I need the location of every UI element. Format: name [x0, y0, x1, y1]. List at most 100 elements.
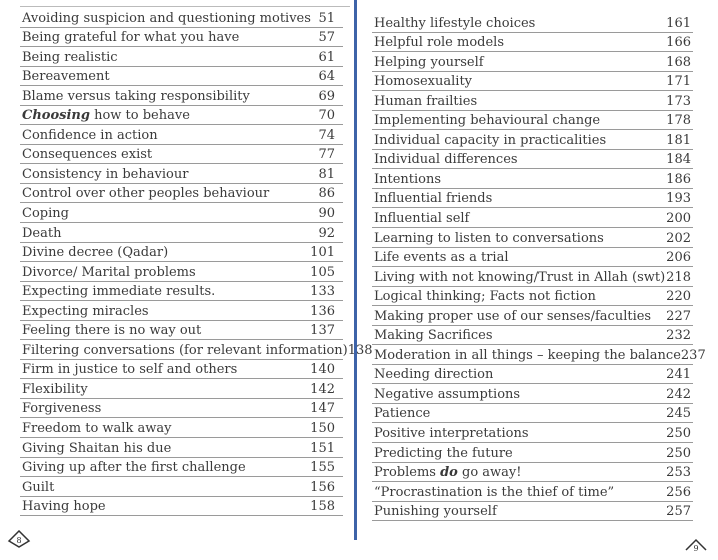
entry-label: Consequences exist: [22, 146, 152, 163]
entry-label: Freedom to walk away: [22, 420, 171, 437]
entry-page-number: 220: [666, 289, 691, 305]
entry-label: Helping yourself: [374, 54, 484, 71]
entry-label-pre: Influential friends: [374, 191, 493, 207]
entry-page-number: 200: [666, 211, 691, 227]
entry-label-pre: Expecting immediate results.: [22, 284, 216, 300]
index-entry: Being realistic 61: [20, 47, 343, 67]
entry-page-number: 242: [666, 386, 691, 402]
index-entry: Helpful role models 166: [372, 33, 693, 53]
entry-page-number: 151: [310, 440, 335, 456]
entry-label: Choosing how to behave: [22, 107, 190, 124]
entry-page-number: 241: [666, 367, 691, 383]
entry-label: Expecting miracles: [22, 303, 149, 320]
index-entry: Intentions 186: [372, 169, 693, 189]
entry-label: Moderation in all things – keeping the b…: [374, 347, 681, 364]
entry-label-pre: Coping: [22, 206, 69, 222]
entry-page-number: 64: [318, 69, 335, 85]
index-entry: Guilt 156: [20, 477, 343, 497]
entry-page-number: 70: [318, 108, 335, 124]
entry-label: Making Sacrifices: [374, 327, 493, 344]
entry-page-number: 81: [318, 166, 335, 182]
index-entry: Filtering conversations (for relevant in…: [20, 340, 373, 360]
entry-page-number: 178: [666, 113, 691, 129]
entry-label-pre: Individual capacity in practicalities: [374, 132, 607, 148]
entry-label-pre: Predicting the future: [374, 445, 513, 461]
entry-page-number: 237: [680, 347, 706, 363]
index-entry: Avoiding suspicion and questioning motiv…: [20, 8, 343, 28]
entry-page-number: 51: [318, 10, 335, 26]
entry-label: Logical thinking; Facts not fiction: [374, 288, 596, 305]
entry-label: Human frailties: [374, 93, 477, 110]
entry-page-number: 150: [310, 421, 335, 437]
entry-label-pre: Human frailties: [374, 93, 478, 109]
entry-label-pre: Confidence in action: [22, 127, 158, 143]
entry-label-pre: Giving Shaitan his due: [22, 440, 172, 456]
index-entry: Influential self 200: [372, 208, 693, 229]
entry-page-number: 181: [666, 132, 691, 148]
entry-page-number: 105: [310, 264, 335, 280]
index-entry: Learning to listen to conversations 202: [372, 228, 693, 248]
index-entry: Feeling there is no way out 137: [20, 321, 343, 341]
entry-label: Positive interpretations: [374, 425, 529, 442]
index-entry: Expecting immediate results. 133: [20, 282, 343, 302]
entry-label-pre: Divorce/ Marital problems: [22, 264, 196, 280]
entry-label-pre: Expecting miracles: [22, 303, 149, 319]
entry-label: Firm in justice to self and others: [22, 361, 237, 378]
entry-label-pre: Influential self: [374, 211, 470, 227]
entry-label-em: do: [440, 465, 458, 481]
entry-label: Guilt: [22, 479, 54, 496]
right-index-page: Healthy lifestyle choices 161 Helpful role…: [372, 13, 706, 522]
entry-page-number: 257: [666, 504, 691, 520]
entry-label: Learning to listen to conversations: [374, 230, 604, 247]
entry-label: Forgiveness: [22, 400, 101, 417]
entry-page-number: 245: [666, 406, 691, 422]
index-entry: Coping 90: [20, 203, 343, 224]
entry-label-pre: Giving up after the first challenge: [22, 460, 246, 476]
entry-label: Life events as a trial: [374, 249, 509, 266]
index-entry: Homosexuality 171: [372, 72, 693, 92]
entry-label-post: go away!: [457, 465, 522, 481]
entry-label: Bereavement: [22, 68, 110, 85]
entry-label-pre: Moderation in all things – keeping the b…: [374, 347, 681, 363]
entry-label: Intentions: [374, 171, 441, 188]
index-entry: Punishing yourself 257: [372, 502, 693, 522]
entry-label-pre: Making proper use of our senses/facultie…: [374, 308, 652, 324]
entry-page-number: 101: [310, 245, 335, 261]
entry-page-number: 138: [347, 342, 373, 358]
index-entry: Giving up after the first challenge 155: [20, 458, 343, 478]
entry-page-number: 147: [310, 401, 335, 417]
entry-page-number: 186: [666, 171, 691, 187]
entry-label-pre: Flexibility: [22, 381, 88, 397]
index-entry: Being grateful for what you have 57: [20, 28, 343, 48]
index-entry: Logical thinking; Facts not fiction 220: [372, 287, 693, 307]
entry-page-number: 92: [318, 225, 335, 241]
entry-label: Influential friends: [374, 190, 492, 207]
index-entry: Helping yourself 168: [372, 52, 693, 72]
entry-page-number: 206: [666, 250, 691, 266]
house-frame-icon: [7, 530, 31, 548]
entry-label-pre: Having hope: [22, 499, 106, 515]
entry-page-number: 137: [310, 323, 335, 339]
index-entry: Living with not knowing/Trust in Allah (…: [372, 267, 693, 287]
index-entry: Implementing behavioural change 178: [372, 111, 693, 131]
entry-label: Expecting immediate results.: [22, 283, 215, 300]
entry-label: Confidence in action: [22, 127, 158, 144]
entry-label-pre: Problems: [374, 465, 441, 481]
entry-label-pre: Firm in justice to self and others: [22, 362, 238, 378]
entry-page-number: 168: [666, 54, 691, 70]
index-entry: Consistency in behaviour 81: [20, 164, 343, 184]
entry-label: Having hope: [22, 498, 106, 515]
entry-page-number: 256: [666, 484, 691, 500]
index-entry: Moderation in all things – keeping the b…: [372, 345, 706, 365]
top-rule: [20, 6, 350, 7]
entry-page-number: 158: [310, 499, 335, 515]
left-index-page: Avoiding suspicion and questioning motiv…: [20, 8, 373, 517]
entry-label: Negative assumptions: [374, 386, 520, 403]
entry-page-number: 202: [666, 230, 691, 246]
entry-label: Punishing yourself: [374, 503, 497, 520]
entry-label: Helpful role models: [374, 34, 504, 51]
index-entry: Patience 245: [372, 404, 693, 424]
index-entry: Individual capacity in practicalities 181: [372, 130, 693, 150]
entry-page-number: 156: [310, 479, 335, 495]
entry-page-number: 218: [666, 269, 691, 285]
